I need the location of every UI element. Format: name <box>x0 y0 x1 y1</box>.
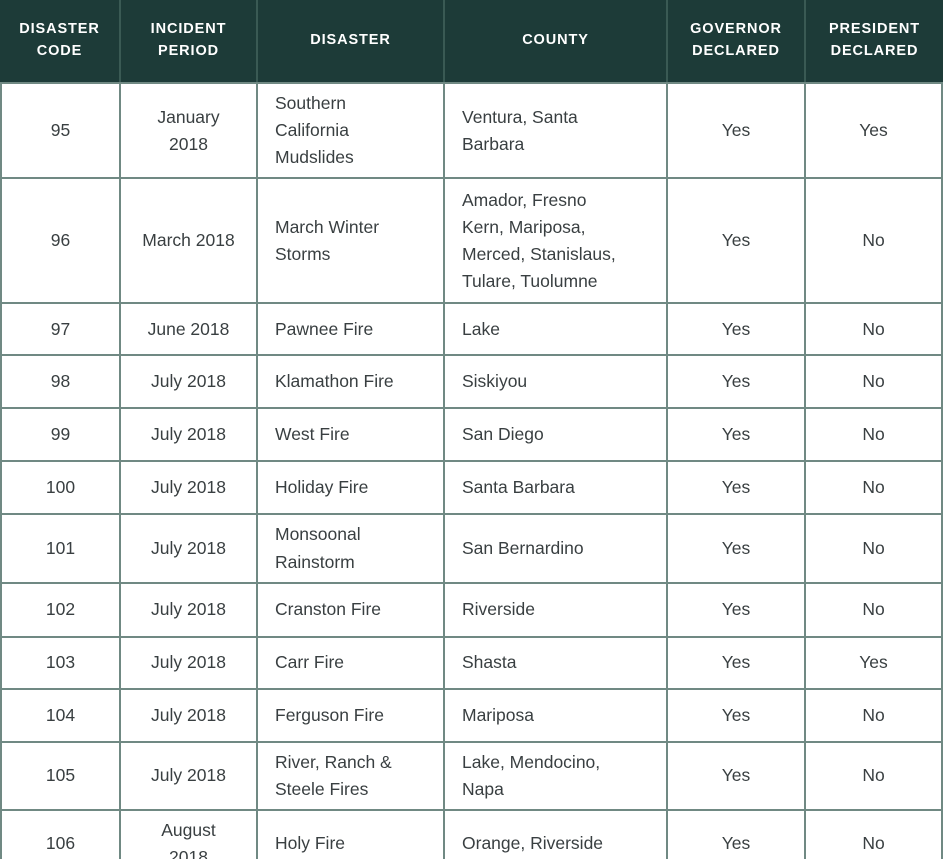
cell-disaster-code: 96 <box>0 179 121 305</box>
table-row: 104 July 2018 Ferguson Fire Mariposa Yes… <box>0 689 943 743</box>
cell-disaster: Cranston Fire <box>258 583 445 638</box>
cell-governor-declared: Yes <box>668 637 806 690</box>
cell-governor-declared: Yes <box>668 179 806 305</box>
cell-county: Santa Barbara <box>445 462 668 516</box>
cell-disaster: River, Ranch & Steele Fires <box>258 742 445 811</box>
cell-disaster: March Winter Storms <box>258 179 445 305</box>
cell-president-declared: Yes <box>806 637 943 690</box>
cell-disaster: Ferguson Fire <box>258 689 445 743</box>
cell-president-declared: Yes <box>806 82 943 180</box>
table-row: 102 July 2018 Cranston Fire Riverside Ye… <box>0 583 943 638</box>
cell-incident-period: July 2018 <box>121 462 258 516</box>
cell-county: Lake <box>445 304 668 357</box>
table-row: 100 July 2018 Holiday Fire Santa Barbara… <box>0 462 943 516</box>
cell-governor-declared: Yes <box>668 810 806 859</box>
cell-president-declared: No <box>806 409 943 463</box>
column-header-incident-period: INCIDENT PERIOD <box>121 0 258 82</box>
table-row: 96 March 2018 March Winter Storms Amador… <box>0 179 943 305</box>
column-header-county: COUNTY <box>445 0 668 82</box>
cell-president-declared: No <box>806 304 943 357</box>
cell-incident-period: July 2018 <box>121 409 258 463</box>
cell-disaster-code: 101 <box>0 515 121 584</box>
cell-president-declared: No <box>806 742 943 811</box>
cell-incident-period: July 2018 <box>121 637 258 690</box>
cell-disaster-code: 102 <box>0 583 121 638</box>
cell-disaster-code: 105 <box>0 742 121 811</box>
cell-disaster: Carr Fire <box>258 637 445 690</box>
cell-county: Mariposa <box>445 689 668 743</box>
cell-county: Amador, Fresno Kern, Mariposa, Merced, S… <box>445 179 668 305</box>
cell-incident-period: July 2018 <box>121 356 258 410</box>
cell-disaster: West Fire <box>258 409 445 463</box>
cell-county: Ventura, Santa Barbara <box>445 82 668 180</box>
cell-disaster: Holiday Fire <box>258 462 445 516</box>
cell-incident-period: July 2018 <box>121 583 258 638</box>
table-row: 101 July 2018 Monsoonal Rainstorm San Be… <box>0 515 943 584</box>
table-row: 105 July 2018 River, Ranch & Steele Fire… <box>0 742 943 811</box>
cell-incident-period: August 2018 <box>121 810 258 859</box>
cell-disaster-code: 98 <box>0 356 121 410</box>
cell-incident-period: July 2018 <box>121 689 258 743</box>
column-header-governor-declared: GOVERNOR DECLARED <box>668 0 806 82</box>
cell-county: Lake, Mendocino, Napa <box>445 742 668 811</box>
table-body: 95 January 2018 Southern California Muds… <box>0 82 943 859</box>
cell-disaster-code: 97 <box>0 304 121 357</box>
table-row: 99 July 2018 West Fire San Diego Yes No <box>0 409 943 463</box>
cell-governor-declared: Yes <box>668 742 806 811</box>
cell-incident-period: July 2018 <box>121 515 258 584</box>
cell-governor-declared: Yes <box>668 82 806 180</box>
cell-county: San Diego <box>445 409 668 463</box>
cell-incident-period: July 2018 <box>121 742 258 811</box>
cell-county: Shasta <box>445 637 668 690</box>
cell-governor-declared: Yes <box>668 462 806 516</box>
cell-disaster-code: 100 <box>0 462 121 516</box>
cell-incident-period: June 2018 <box>121 304 258 357</box>
cell-disaster: Southern California Mudslides <box>258 82 445 180</box>
column-header-disaster-code: DISASTER CODE <box>0 0 121 82</box>
column-header-disaster: DISASTER <box>258 0 445 82</box>
cell-disaster-code: 106 <box>0 810 121 859</box>
cell-disaster-code: 99 <box>0 409 121 463</box>
table-row: 97 June 2018 Pawnee Fire Lake Yes No <box>0 304 943 357</box>
cell-governor-declared: Yes <box>668 356 806 410</box>
cell-disaster: Monsoonal Rainstorm <box>258 515 445 584</box>
table-header: DISASTER CODE INCIDENT PERIOD DISASTER C… <box>0 0 943 82</box>
cell-county: San Bernardino <box>445 515 668 584</box>
cell-disaster-code: 103 <box>0 637 121 690</box>
cell-governor-declared: Yes <box>668 304 806 357</box>
cell-county: Siskiyou <box>445 356 668 410</box>
cell-governor-declared: Yes <box>668 409 806 463</box>
cell-president-declared: No <box>806 689 943 743</box>
cell-governor-declared: Yes <box>668 515 806 584</box>
cell-disaster: Klamathon Fire <box>258 356 445 410</box>
cell-governor-declared: Yes <box>668 583 806 638</box>
cell-incident-period: January 2018 <box>121 82 258 180</box>
cell-county: Orange, Riverside <box>445 810 668 859</box>
cell-president-declared: No <box>806 179 943 305</box>
cell-governor-declared: Yes <box>668 689 806 743</box>
cell-disaster: Holy Fire <box>258 810 445 859</box>
cell-county: Riverside <box>445 583 668 638</box>
cell-president-declared: No <box>806 515 943 584</box>
table-row: 103 July 2018 Carr Fire Shasta Yes Yes <box>0 637 943 690</box>
cell-president-declared: No <box>806 583 943 638</box>
cell-disaster: Pawnee Fire <box>258 304 445 357</box>
table-row: 98 July 2018 Klamathon Fire Siskiyou Yes… <box>0 356 943 410</box>
cell-president-declared: No <box>806 356 943 410</box>
table-row: 106 August 2018 Holy Fire Orange, Rivers… <box>0 810 943 859</box>
header-row: DISASTER CODE INCIDENT PERIOD DISASTER C… <box>0 0 943 82</box>
cell-president-declared: No <box>806 810 943 859</box>
cell-disaster-code: 104 <box>0 689 121 743</box>
cell-disaster-code: 95 <box>0 82 121 180</box>
cell-president-declared: No <box>806 462 943 516</box>
table-row: 95 January 2018 Southern California Muds… <box>0 82 943 180</box>
cell-incident-period: March 2018 <box>121 179 258 305</box>
column-header-president-declared: PRESIDENT DECLARED <box>806 0 943 82</box>
